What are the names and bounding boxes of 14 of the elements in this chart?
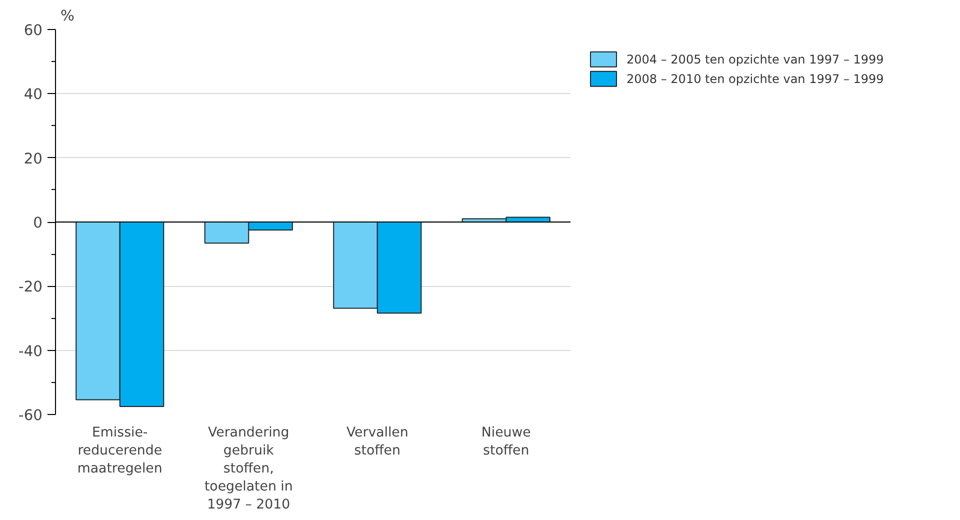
y-axis-title: % [60, 8, 74, 24]
legend-label: 2004 – 2005 ten opzichte van 1997 – 1999 [626, 52, 884, 66]
x-tick-label: Nieuwe stoffen [481, 426, 531, 458]
x-tick-label: Verandering gebruik stoffen, toegelaten in 1997 – 2010 [204, 426, 293, 512]
y-tick-label: 40 [24, 86, 43, 104]
y-tick-label: -20 [18, 278, 43, 296]
x-tick-label: Emissie- reducerende maatregelen [77, 426, 162, 476]
legend-label: 2008 – 2010 ten opzichte van 1997 – 1999 [626, 72, 884, 86]
y-tick-label: 0 [33, 214, 43, 232]
x-tick-label: Vervallen stoffen [346, 426, 408, 458]
y-tick-label: 60 [24, 22, 43, 39]
y-tick-label: -40 [18, 342, 43, 360]
y-tick-label: -60 [18, 407, 43, 424]
y-tick-label: 20 [24, 150, 43, 168]
